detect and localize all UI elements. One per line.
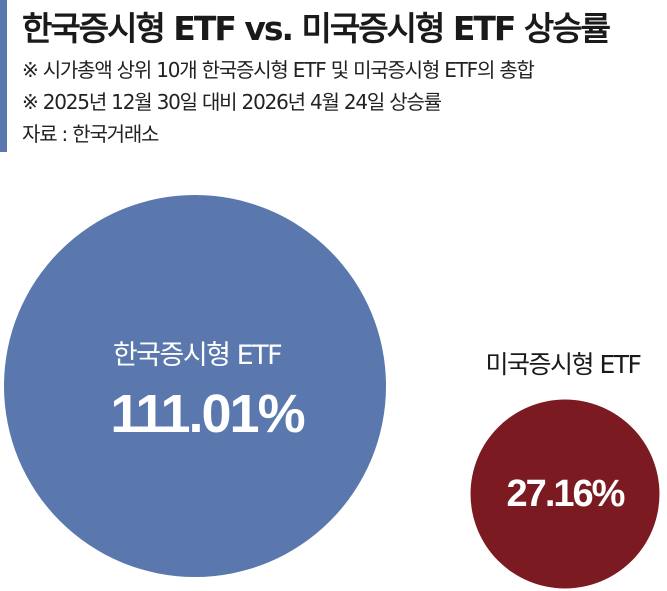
bubble-name-1: 미국증시형 ETF	[486, 350, 641, 379]
bubble-value-1: 27.16%	[507, 473, 625, 515]
bubble-name-0: 한국증시형 ETF	[113, 340, 281, 371]
chart-title: 한국증시형 ETF vs. 미국증시형 ETF 상승률	[22, 9, 611, 48]
source-note: 자료 : 한국거래소	[22, 122, 159, 146]
accent-bar	[0, 0, 7, 152]
bubble-1	[470, 399, 660, 589]
note-1: ※ 시가총액 상위 10개 한국증시형 ETF 및 미국증시형 ETF의 총합	[22, 58, 535, 82]
bubble-value-0: 111.01%	[110, 384, 304, 444]
note-2: ※ 2025년 12월 30일 대비 2026년 4월 24일 상승률	[22, 90, 442, 114]
bubble-0	[4, 195, 386, 577]
